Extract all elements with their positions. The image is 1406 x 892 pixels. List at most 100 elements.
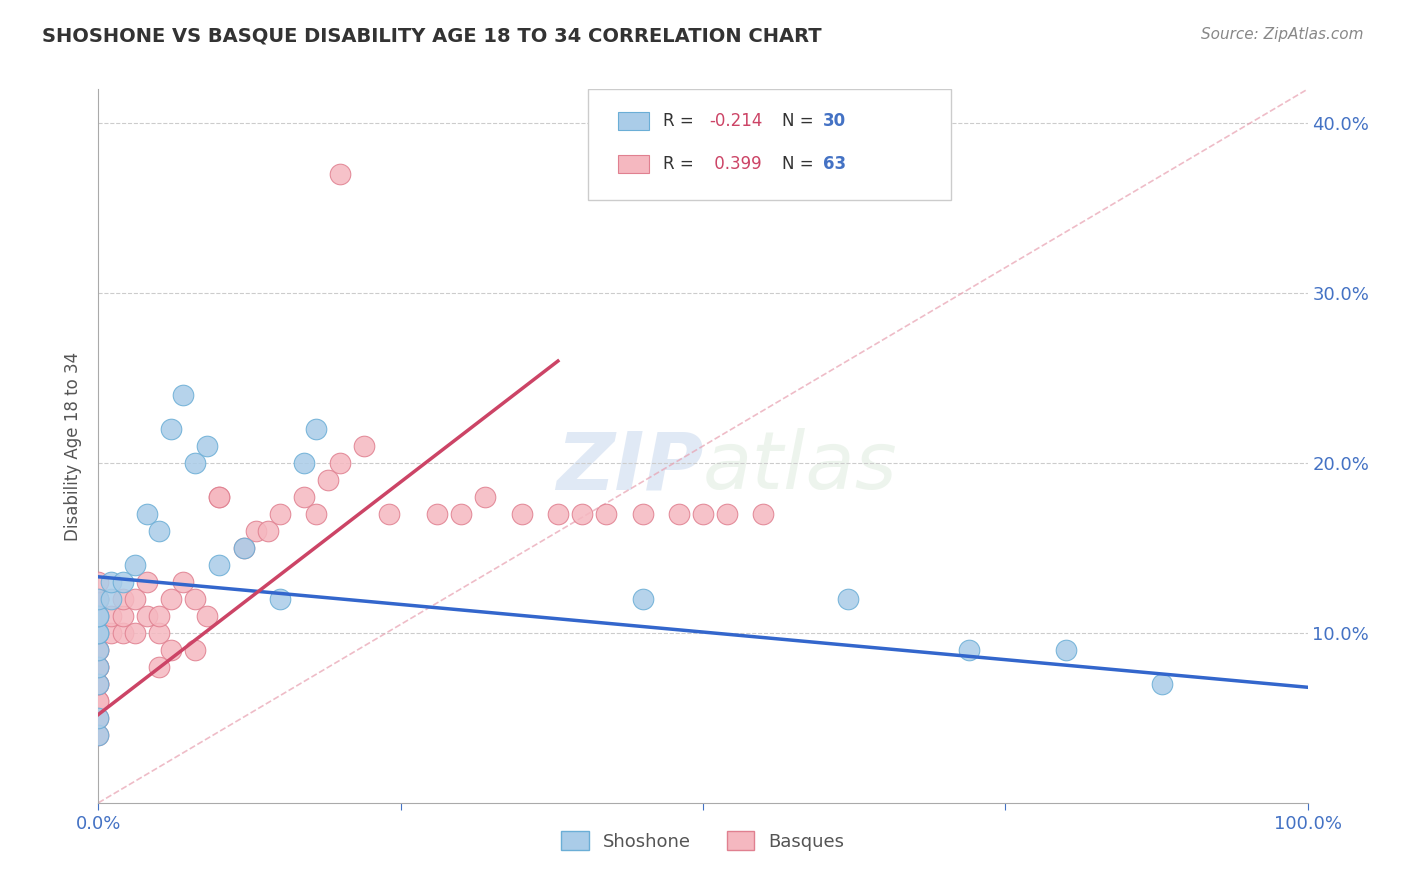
Y-axis label: Disability Age 18 to 34: Disability Age 18 to 34 [65, 351, 83, 541]
FancyBboxPatch shape [619, 155, 648, 173]
Point [100, 626, 122, 640]
Point [184, 456, 207, 470]
Point [208, 558, 231, 572]
Point [292, 490, 315, 504]
Point [87, 643, 110, 657]
Point [160, 422, 183, 436]
Point [87, 626, 110, 640]
Point [135, 507, 157, 521]
Point [148, 524, 170, 538]
Point [87, 660, 110, 674]
Point [87, 694, 110, 708]
Point [752, 507, 775, 521]
Point [474, 490, 496, 504]
Point [184, 591, 207, 606]
Text: N =: N = [782, 112, 818, 130]
Point [87, 626, 110, 640]
Point [232, 541, 254, 555]
Text: 30: 30 [823, 112, 846, 130]
Point [87, 677, 110, 691]
Point [87, 626, 110, 640]
Point [87, 643, 110, 657]
Point [87, 711, 110, 725]
Point [148, 626, 170, 640]
Point [377, 507, 399, 521]
Point [668, 507, 690, 521]
Point [571, 507, 593, 521]
Point [160, 591, 183, 606]
Text: -0.214: -0.214 [709, 112, 762, 130]
Point [160, 643, 183, 657]
Point [245, 524, 267, 538]
Point [135, 608, 157, 623]
Point [1152, 677, 1174, 691]
Text: 63: 63 [823, 155, 846, 173]
Point [100, 608, 122, 623]
Point [172, 574, 194, 589]
Text: SHOSHONE VS BASQUE DISABILITY AGE 18 TO 34 CORRELATION CHART: SHOSHONE VS BASQUE DISABILITY AGE 18 TO … [42, 27, 821, 45]
Point [305, 507, 328, 521]
Point [329, 456, 352, 470]
Point [87, 608, 110, 623]
Point [631, 507, 654, 521]
Point [292, 456, 315, 470]
Point [87, 728, 110, 742]
Point [305, 422, 328, 436]
Point [195, 439, 218, 453]
Point [87, 660, 110, 674]
Point [87, 608, 110, 623]
Point [87, 626, 110, 640]
Legend: Shoshone, Basques: Shoshone, Basques [554, 824, 852, 858]
Point [450, 507, 472, 521]
Point [329, 167, 352, 181]
Point [232, 541, 254, 555]
FancyBboxPatch shape [619, 112, 648, 130]
Point [87, 591, 110, 606]
Point [195, 608, 218, 623]
Point [87, 660, 110, 674]
Point [124, 591, 146, 606]
Point [256, 524, 278, 538]
Point [100, 591, 122, 606]
Point [100, 574, 122, 589]
Point [316, 473, 339, 487]
Point [87, 643, 110, 657]
Text: atlas: atlas [703, 428, 898, 507]
Point [87, 728, 110, 742]
Point [87, 608, 110, 623]
Point [87, 626, 110, 640]
Point [87, 608, 110, 623]
Point [87, 591, 110, 606]
Point [135, 574, 157, 589]
Point [716, 507, 738, 521]
Point [124, 626, 146, 640]
Point [957, 643, 980, 657]
Text: R =: R = [664, 112, 699, 130]
Point [87, 574, 110, 589]
Point [353, 439, 375, 453]
Point [148, 608, 170, 623]
Point [184, 643, 207, 657]
Text: N =: N = [782, 155, 818, 173]
Text: 0.399: 0.399 [709, 155, 762, 173]
Point [87, 591, 110, 606]
Text: Source: ZipAtlas.com: Source: ZipAtlas.com [1201, 27, 1364, 42]
Point [111, 574, 134, 589]
Point [87, 677, 110, 691]
Point [510, 507, 533, 521]
Point [172, 388, 194, 402]
Text: R =: R = [664, 155, 699, 173]
Point [692, 507, 714, 521]
Point [547, 507, 569, 521]
Point [208, 490, 231, 504]
Point [87, 677, 110, 691]
Point [426, 507, 449, 521]
Point [837, 591, 859, 606]
Point [87, 711, 110, 725]
Point [269, 591, 291, 606]
Point [148, 660, 170, 674]
Point [111, 626, 134, 640]
Text: ZIP: ZIP [555, 428, 703, 507]
Point [208, 490, 231, 504]
Point [111, 591, 134, 606]
